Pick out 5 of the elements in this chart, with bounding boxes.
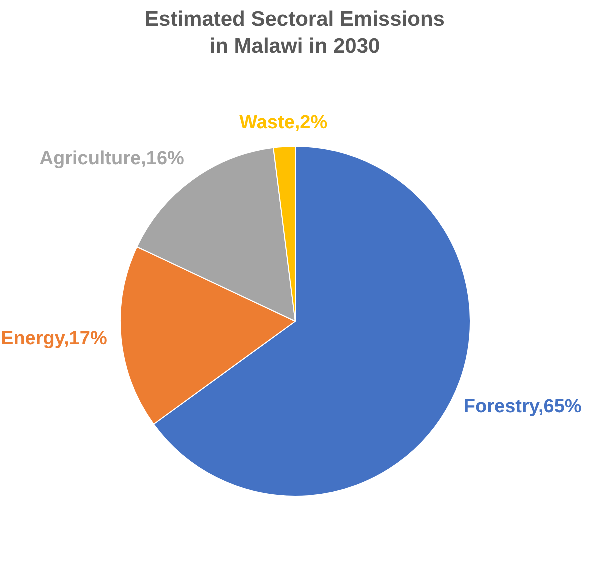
slice-label: Waste,2% [240,112,328,134]
slice-label: Forestry,65% [464,396,582,418]
slice-label: Agriculture,16% [40,148,185,170]
slice-label: Energy,17% [1,328,108,350]
chart-title: Estimated Sectoral Emissions in Malawi in 2030 [145,7,445,60]
